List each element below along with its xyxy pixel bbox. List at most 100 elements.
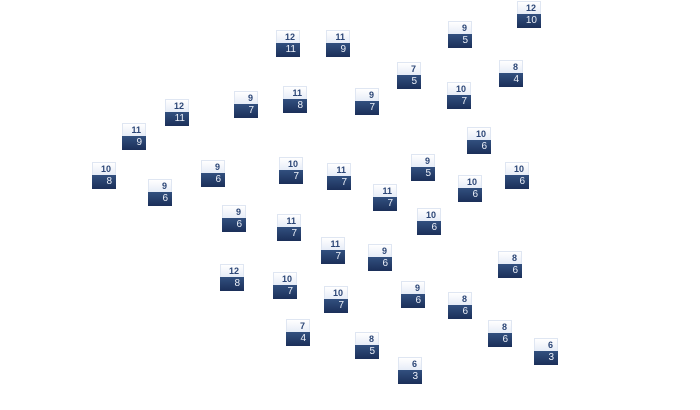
node-top-value: 10 xyxy=(458,175,482,188)
node-top-value: 9 xyxy=(222,205,246,218)
node-bottom-value: 10 xyxy=(517,14,541,28)
node-top-value: 9 xyxy=(201,160,225,173)
node-box[interactable]: 10 7 xyxy=(324,286,348,314)
node-bottom-value: 8 xyxy=(220,277,244,291)
node-top-value: 9 xyxy=(401,281,425,294)
node-top-value: 9 xyxy=(448,21,472,34)
node-top-value: 11 xyxy=(277,214,301,227)
node-bottom-value: 4 xyxy=(286,332,310,346)
node-box[interactable]: 12 10 xyxy=(517,1,541,29)
node-top-value: 12 xyxy=(220,264,244,277)
node-top-value: 8 xyxy=(355,332,379,345)
node-bottom-value: 7 xyxy=(324,299,348,313)
node-bottom-value: 5 xyxy=(397,75,421,89)
node-top-value: 11 xyxy=(327,163,351,176)
node-bottom-value: 5 xyxy=(448,34,472,48)
node-bottom-value: 6 xyxy=(417,221,441,235)
node-bottom-value: 7 xyxy=(321,250,345,264)
node-bottom-value: 6 xyxy=(222,218,246,232)
node-top-value: 9 xyxy=(355,88,379,101)
node-bottom-value: 6 xyxy=(201,173,225,187)
node-bottom-value: 7 xyxy=(373,197,397,211)
node-top-value: 8 xyxy=(498,251,522,264)
node-bottom-value: 6 xyxy=(505,175,529,189)
node-box[interactable]: 11 7 xyxy=(321,237,345,265)
node-box[interactable]: 11 7 xyxy=(327,163,351,191)
node-box[interactable]: 12 8 xyxy=(220,264,244,292)
node-top-value: 9 xyxy=(148,179,172,192)
node-top-value: 7 xyxy=(286,319,310,332)
node-bottom-value: 7 xyxy=(234,104,258,118)
node-top-value: 6 xyxy=(534,338,558,351)
node-top-value: 8 xyxy=(448,292,472,305)
node-top-value: 12 xyxy=(165,99,189,112)
node-box[interactable]: 11 7 xyxy=(373,184,397,212)
node-bottom-value: 3 xyxy=(534,351,558,365)
node-top-value: 10 xyxy=(92,162,116,175)
node-top-value: 9 xyxy=(411,154,435,167)
node-box[interactable]: 10 7 xyxy=(447,82,471,110)
node-top-value: 11 xyxy=(321,237,345,250)
node-box[interactable]: 12 11 xyxy=(165,99,189,127)
node-bottom-value: 9 xyxy=(122,136,146,150)
node-bottom-value: 8 xyxy=(92,175,116,189)
node-box[interactable]: 10 8 xyxy=(92,162,116,190)
node-bottom-value: 11 xyxy=(276,43,300,57)
node-top-value: 11 xyxy=(326,30,350,43)
node-box[interactable]: 10 7 xyxy=(273,272,297,300)
node-bottom-value: 9 xyxy=(326,43,350,57)
node-bottom-value: 11 xyxy=(165,112,189,126)
node-top-value: 12 xyxy=(517,1,541,14)
node-top-value: 10 xyxy=(324,286,348,299)
node-top-value: 12 xyxy=(276,30,300,43)
node-bottom-value: 6 xyxy=(448,305,472,319)
node-box[interactable]: 10 6 xyxy=(458,175,482,203)
node-top-value: 8 xyxy=(488,320,512,333)
node-box[interactable]: 11 8 xyxy=(283,86,307,114)
node-bottom-value: 7 xyxy=(327,176,351,190)
node-top-value: 6 xyxy=(398,357,422,370)
node-bottom-value: 5 xyxy=(411,167,435,181)
node-box[interactable]: 10 6 xyxy=(505,162,529,190)
node-bottom-value: 8 xyxy=(283,99,307,113)
node-bottom-value: 6 xyxy=(458,188,482,202)
node-bottom-value: 7 xyxy=(277,227,301,241)
node-box[interactable]: 11 9 xyxy=(326,30,350,58)
node-top-value: 10 xyxy=(279,157,303,170)
node-box[interactable]: 12 11 xyxy=(276,30,300,58)
node-bottom-value: 6 xyxy=(148,192,172,206)
node-top-value: 8 xyxy=(499,60,523,73)
node-box[interactable]: 11 7 xyxy=(277,214,301,242)
node-bottom-value: 7 xyxy=(447,95,471,109)
node-bottom-value: 7 xyxy=(273,285,297,299)
node-bottom-value: 6 xyxy=(401,294,425,308)
node-bottom-value: 6 xyxy=(467,140,491,154)
node-top-value: 10 xyxy=(467,127,491,140)
node-bottom-value: 3 xyxy=(398,370,422,384)
node-top-value: 10 xyxy=(417,208,441,221)
node-box[interactable]: 11 9 xyxy=(122,123,146,151)
node-box[interactable]: 10 6 xyxy=(417,208,441,236)
node-box[interactable]: 10 7 xyxy=(279,157,303,185)
node-top-value: 9 xyxy=(234,91,258,104)
node-box[interactable]: 10 6 xyxy=(467,127,491,155)
node-bottom-value: 6 xyxy=(368,257,392,271)
